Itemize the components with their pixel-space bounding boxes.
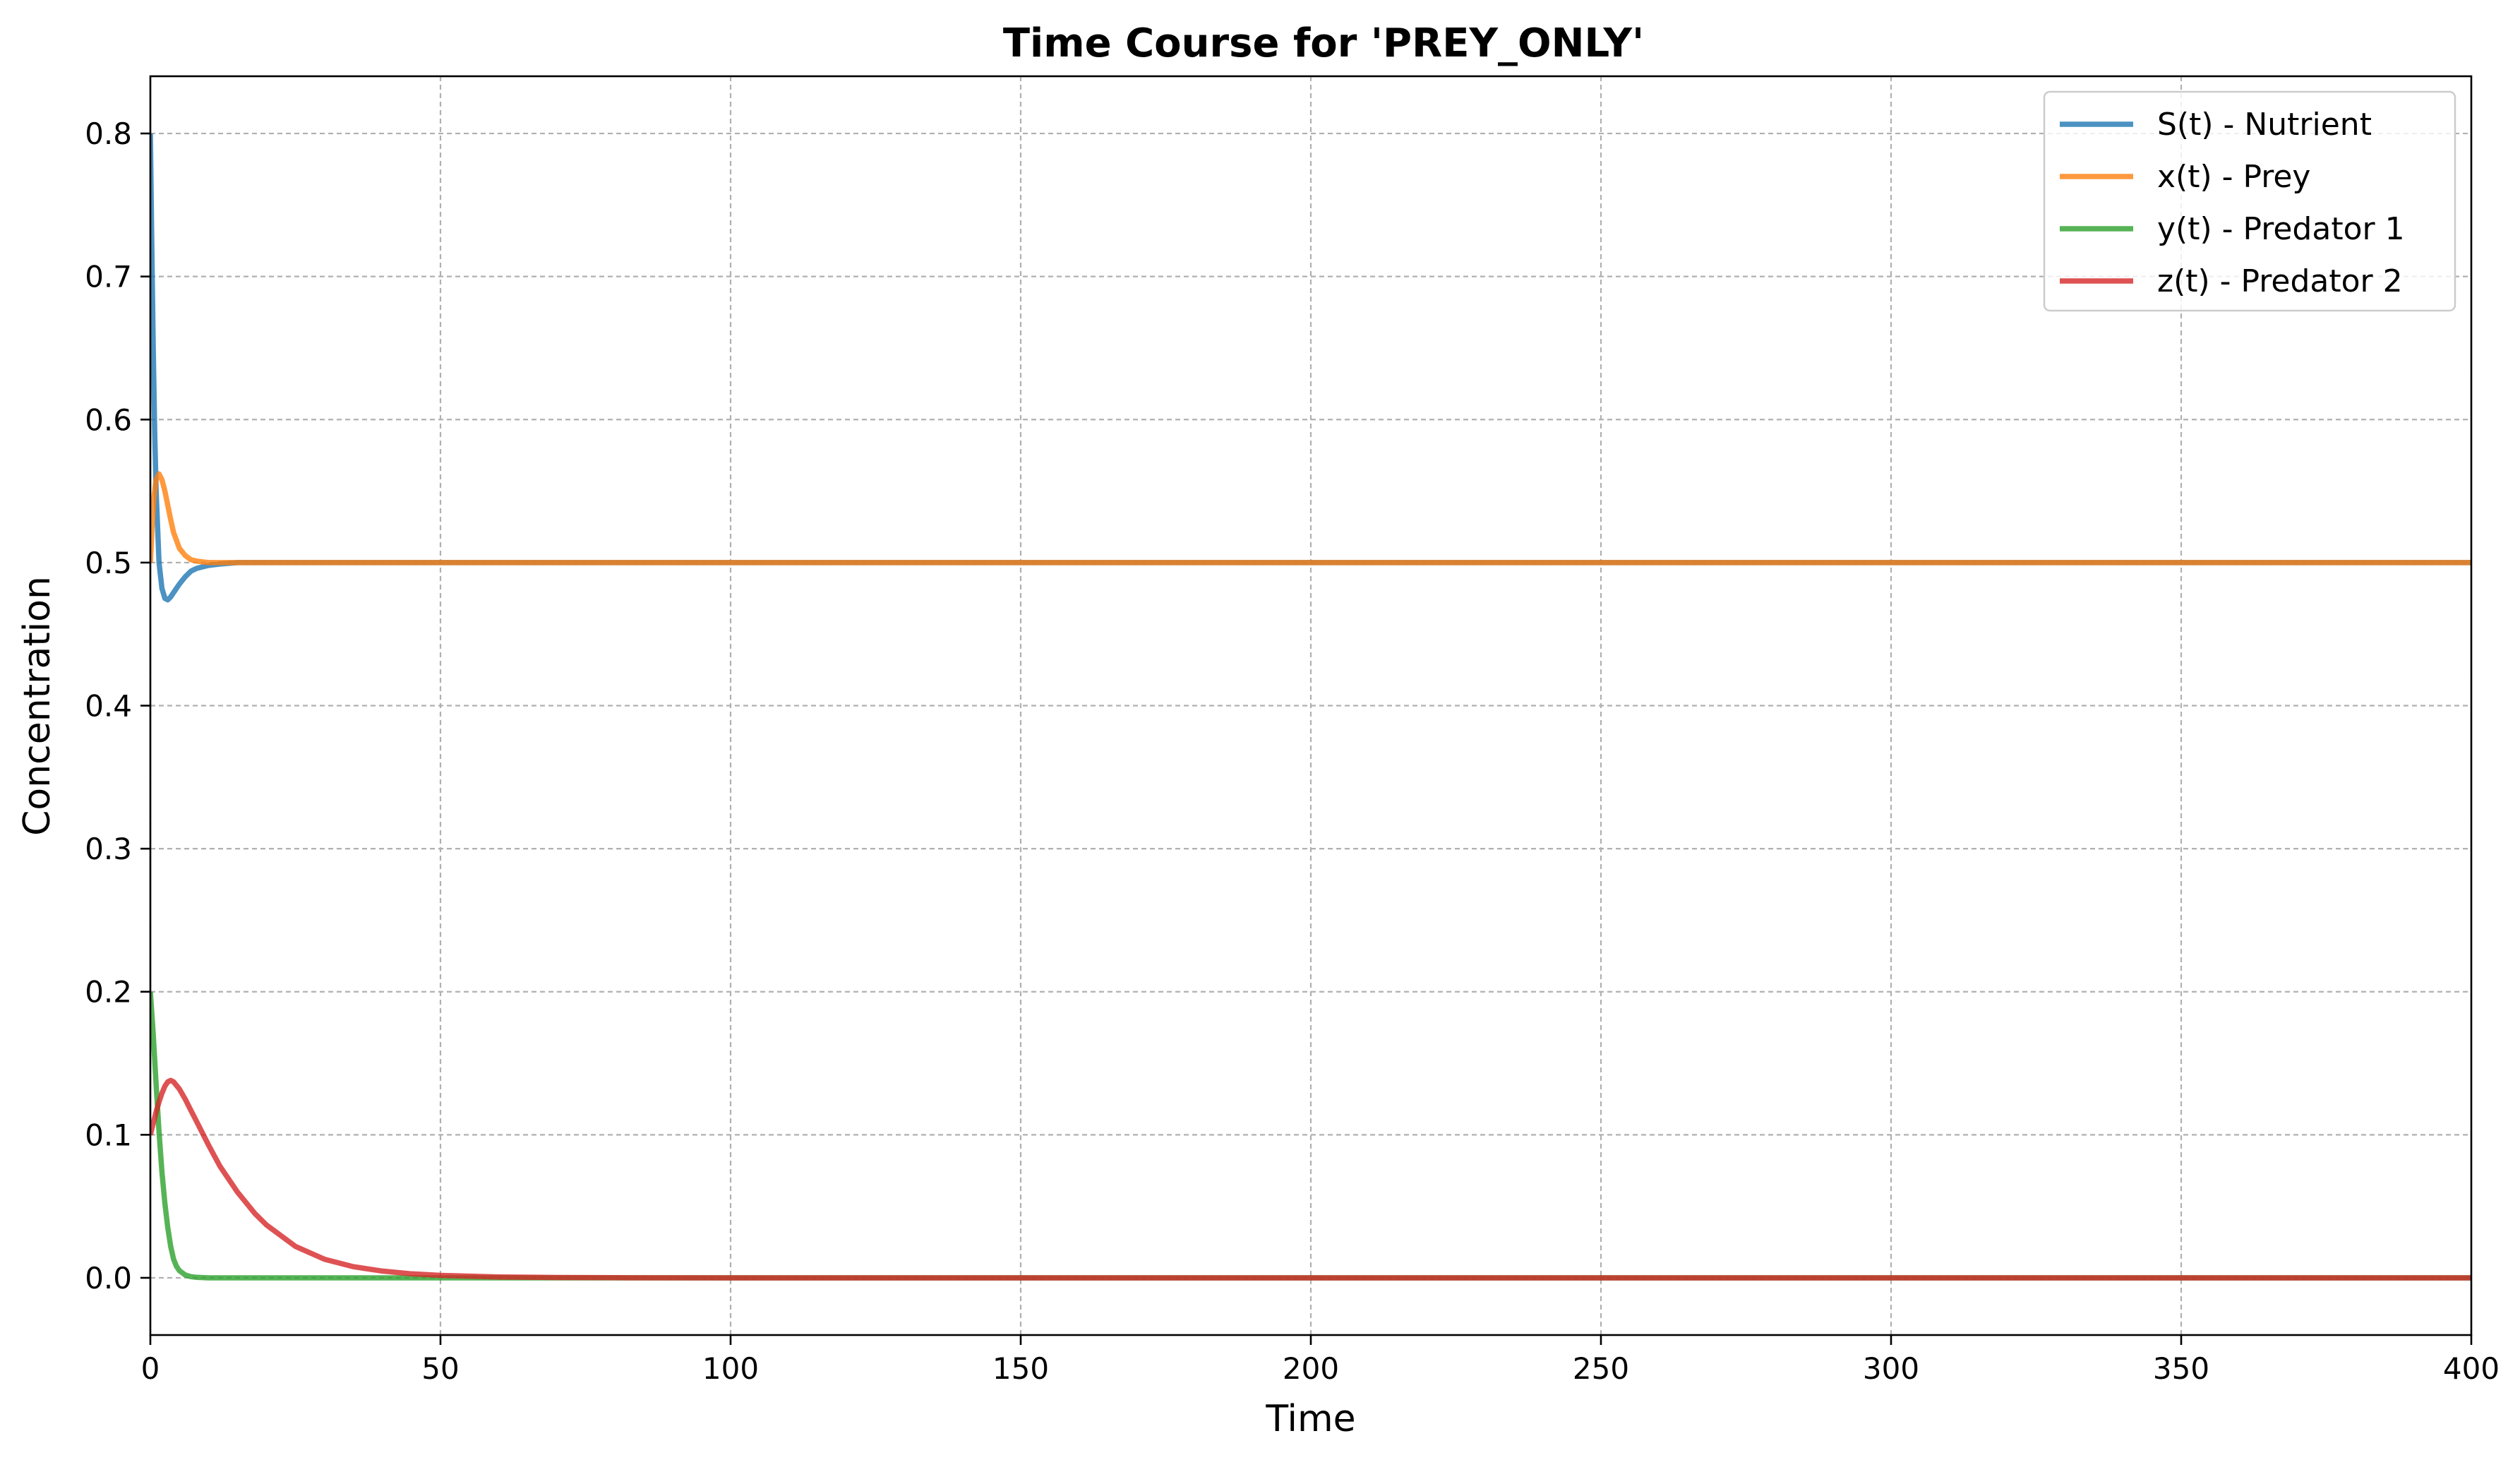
y-tick-label: 0.0 — [85, 1261, 132, 1296]
x-tick-label: 300 — [1863, 1351, 1919, 1386]
legend-label-zt: z(t) - Predator 2 — [2157, 263, 2403, 299]
x-tick-label: 100 — [702, 1351, 759, 1386]
x-tick-label: 250 — [1573, 1351, 1629, 1386]
legend-label-st: S(t) - Nutrient — [2157, 107, 2372, 143]
plot-area — [150, 133, 2471, 1281]
x-axis: 0 50 100 150 200 250 300 350 400 — [141, 1335, 2500, 1386]
series-line-xt — [150, 471, 2471, 566]
legend: S(t) - Nutrient x(t) - Prey y(t) - Predato… — [2043, 90, 2456, 312]
y-tick-label: 0.4 — [85, 689, 132, 724]
y-tick-label: 0.2 — [85, 975, 132, 1010]
x-axis-label: Time — [1265, 1398, 1355, 1440]
chart-title: Time Course for 'PREY_ONLY' — [1003, 20, 1644, 66]
y-tick-label: 0.5 — [85, 546, 132, 580]
y-tick-label: 0.8 — [85, 116, 132, 151]
legend-label-yt: y(t) - Predator 1 — [2157, 211, 2405, 247]
y-axis: 0.0 0.1 0.2 0.3 0.4 0.5 0.6 0.7 0.8 — [85, 116, 150, 1296]
y-tick-label: 0.3 — [85, 832, 132, 866]
x-tick-label: 200 — [1283, 1351, 1339, 1386]
x-tick-label: 50 — [421, 1351, 459, 1386]
legend-label-xt: x(t) - Prey — [2157, 159, 2310, 195]
series-line-zt — [150, 1077, 2471, 1281]
y-axis-label: Concentration — [16, 576, 59, 836]
legend-frame — [2043, 90, 2456, 312]
x-tick-label: 350 — [2153, 1351, 2209, 1386]
x-tick-label: 0 — [141, 1351, 160, 1386]
y-tick-label: 0.6 — [85, 402, 132, 437]
y-tick-label: 0.1 — [85, 1118, 132, 1152]
x-tick-label: 150 — [992, 1351, 1049, 1386]
y-tick-label: 0.7 — [85, 260, 132, 294]
x-tick-label: 400 — [2443, 1351, 2500, 1386]
